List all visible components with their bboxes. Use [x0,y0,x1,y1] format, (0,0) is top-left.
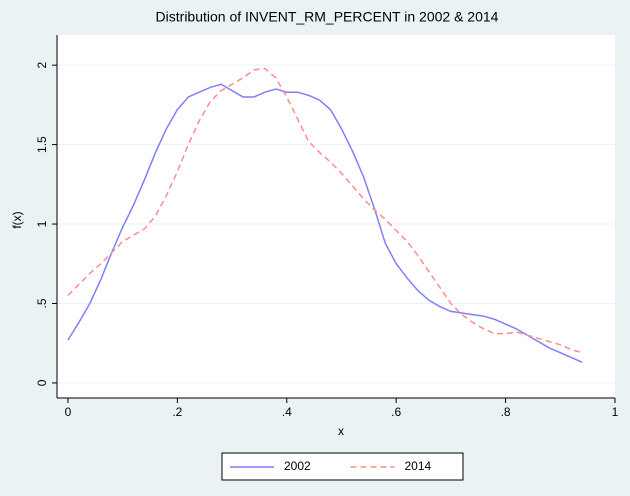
y-tick-label: 1 [35,220,49,227]
y-tick-label: 2 [35,62,49,69]
chart-title: Distribution of INVENT_RM_PERCENT in 200… [156,9,499,25]
x-tick-label: 1 [612,405,619,419]
x-tick-label: 0 [65,405,72,419]
y-tick-label: 0 [35,379,49,386]
line-series [67,83,583,363]
x-tick-label: .8 [501,405,511,419]
x-tick-label: .2 [172,405,182,419]
line-series [67,67,583,354]
y-axis-label: f(x) [10,211,24,228]
x-tick-label: .6 [391,405,401,419]
legend-label: 2014 [405,459,432,473]
plot-area [57,35,615,398]
x-tick-label: .4 [282,405,292,419]
x-axis-label: x [338,424,344,438]
y-tick-label: 1.5 [35,136,49,153]
legend-label: 2002 [284,459,311,473]
y-tick-label: .5 [35,298,49,308]
